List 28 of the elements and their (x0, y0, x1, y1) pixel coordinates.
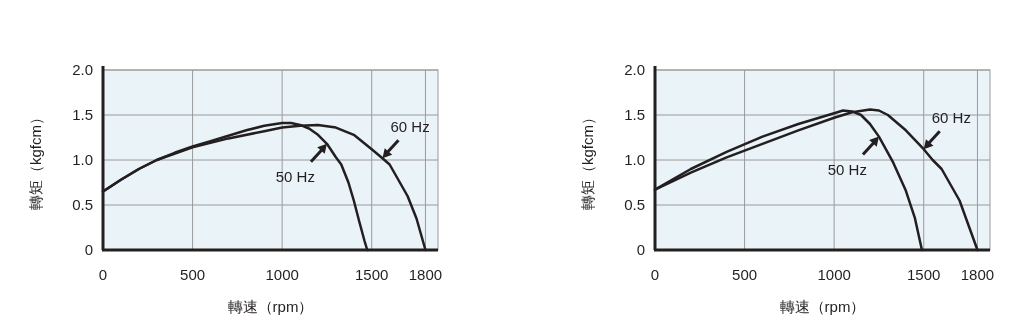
x-tick-label: 0 (650, 266, 660, 283)
x-tick-label: 1800 (408, 266, 443, 283)
y-tick-label: 0 (636, 241, 645, 258)
y-tick-label: 0.5 (624, 196, 645, 213)
x-tick-label: 500 (180, 266, 206, 283)
x-tick-label: 1000 (817, 266, 851, 283)
y-tick-label: 2.0 (72, 61, 93, 78)
series-label: 60 Hz (390, 118, 430, 136)
legend-label: 50 Hz (827, 160, 867, 178)
y-axis-title: 轉矩（kgfcm） (27, 109, 44, 211)
y-tick-label: 0 (84, 241, 93, 258)
x-tick-label: 1800 (960, 266, 995, 283)
x-tick-label: 500 (732, 266, 758, 283)
y-tick-label: 1.0 (72, 151, 93, 168)
x-tick-label: 0 (98, 266, 108, 283)
series-label: 60 Hz (931, 109, 971, 127)
x-tick-label: 1500 (907, 266, 941, 283)
y-tick-label: 2.0 (624, 61, 645, 78)
x-tick-label: 1000 (265, 266, 299, 283)
x-axis-title: 轉速（rpm） (227, 298, 314, 315)
y-tick-label: 0.5 (72, 196, 93, 213)
y-axis-title: 轉矩（kgfcm） (579, 109, 596, 211)
y-tick-label: 1.5 (624, 106, 645, 123)
y-tick-label: 1.0 (624, 151, 645, 168)
legend-label: 50 Hz (275, 167, 315, 185)
x-tick-label: 1500 (355, 266, 389, 283)
y-tick-label: 1.5 (72, 106, 93, 123)
x-axis-title: 轉速（rpm） (779, 298, 866, 315)
